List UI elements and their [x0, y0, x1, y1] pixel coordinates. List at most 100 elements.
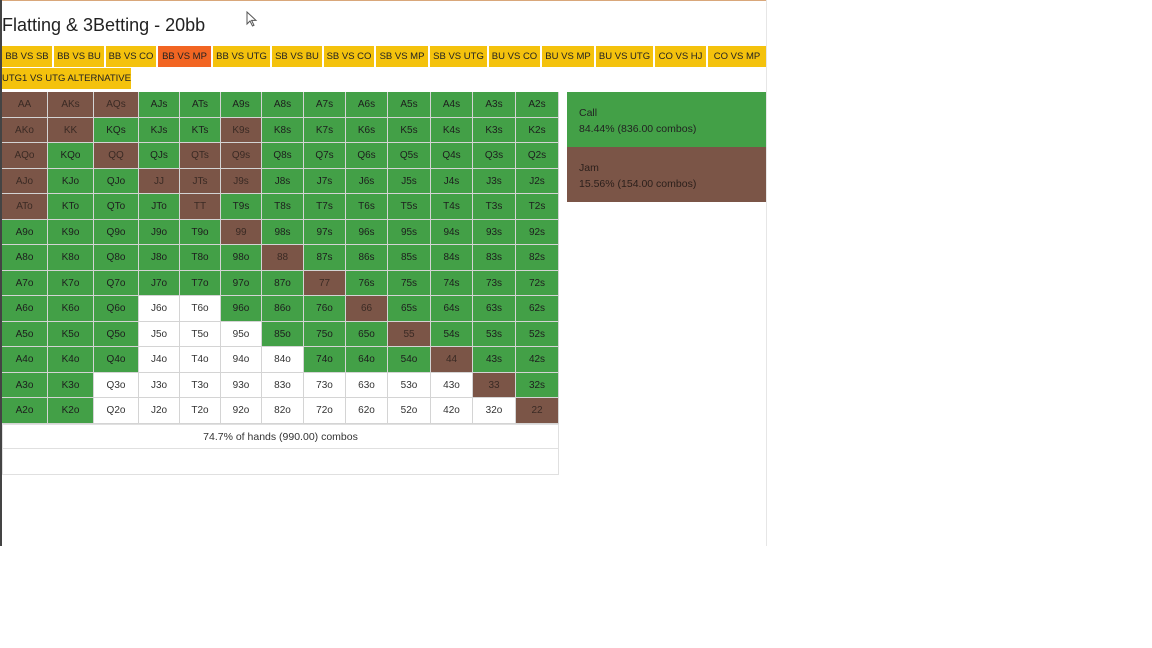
hand-cell[interactable]: Q5s	[388, 143, 431, 169]
hand-cell[interactable]: 86o	[262, 296, 304, 322]
hand-cell[interactable]: T2s	[516, 194, 559, 220]
hand-cell[interactable]: A3s	[473, 92, 516, 118]
hand-cell[interactable]: KJs	[139, 117, 180, 143]
tab-co-vs-hj[interactable]: CO VS HJ	[655, 46, 706, 67]
hand-cell[interactable]: 92o	[221, 398, 262, 424]
hand-cell[interactable]: 22	[516, 398, 559, 424]
tab-sb-vs-co[interactable]: SB VS CO	[324, 46, 374, 67]
hand-cell[interactable]: TT	[180, 194, 221, 220]
hand-cell[interactable]: 54o	[388, 347, 431, 373]
hand-cell[interactable]: K4o	[48, 347, 94, 373]
hand-cell[interactable]: 72o	[304, 398, 346, 424]
tab-sb-vs-utg[interactable]: SB VS UTG	[430, 46, 487, 67]
hand-cell[interactable]: T5o	[180, 321, 221, 347]
hand-cell[interactable]: J9s	[221, 168, 262, 194]
tab-bb-vs-sb[interactable]: BB VS SB	[2, 46, 52, 67]
hand-cell[interactable]: K9s	[221, 117, 262, 143]
hand-cell[interactable]: T5s	[388, 194, 431, 220]
hand-cell[interactable]: AKs	[48, 92, 94, 118]
hand-cell[interactable]: 85s	[388, 245, 431, 271]
hand-cell[interactable]: 86s	[346, 245, 388, 271]
hand-cell[interactable]: Q4o	[94, 347, 139, 373]
hand-cell[interactable]: 74s	[431, 270, 473, 296]
hand-cell[interactable]: Q6s	[346, 143, 388, 169]
hand-cell[interactable]: T6o	[180, 296, 221, 322]
hand-cell[interactable]: 66	[346, 296, 388, 322]
hand-cell[interactable]: 63s	[473, 296, 516, 322]
hand-cell[interactable]: 98o	[221, 245, 262, 271]
hand-cell[interactable]: 83o	[262, 372, 304, 398]
hand-cell[interactable]: QJo	[94, 168, 139, 194]
hand-cell[interactable]: 32o	[473, 398, 516, 424]
hand-cell[interactable]: 65s	[388, 296, 431, 322]
hand-cell[interactable]: KK	[48, 117, 94, 143]
hand-cell[interactable]: T4o	[180, 347, 221, 373]
hand-cell[interactable]: JTs	[180, 168, 221, 194]
hand-cell[interactable]: KQo	[48, 143, 94, 169]
hand-cell[interactable]: 97o	[221, 270, 262, 296]
hand-cell[interactable]: 43o	[431, 372, 473, 398]
hand-cell[interactable]: T2o	[180, 398, 221, 424]
hand-cell[interactable]: AJs	[139, 92, 180, 118]
hand-cell[interactable]: J4s	[431, 168, 473, 194]
hand-cell[interactable]: QJs	[139, 143, 180, 169]
hand-cell[interactable]: Q3s	[473, 143, 516, 169]
hand-cell[interactable]: A5s	[388, 92, 431, 118]
tab-bb-vs-co[interactable]: BB VS CO	[106, 46, 156, 67]
hand-cell[interactable]: A7s	[304, 92, 346, 118]
hand-cell[interactable]: Q4s	[431, 143, 473, 169]
hand-cell[interactable]: T3o	[180, 372, 221, 398]
hand-cell[interactable]: A2o	[2, 398, 48, 424]
hand-cell[interactable]: 87o	[262, 270, 304, 296]
hand-cell[interactable]: J7s	[304, 168, 346, 194]
hand-cell[interactable]: 76o	[304, 296, 346, 322]
hand-cell[interactable]: J8o	[139, 245, 180, 271]
hand-cell[interactable]: AQo	[2, 143, 48, 169]
hand-cell[interactable]: 52s	[516, 321, 559, 347]
hand-cell[interactable]: 96s	[346, 219, 388, 245]
hand-cell[interactable]: J2s	[516, 168, 559, 194]
hand-cell[interactable]: K3o	[48, 372, 94, 398]
hand-cell[interactable]: 44	[431, 347, 473, 373]
hand-cell[interactable]: K7s	[304, 117, 346, 143]
hand-cell[interactable]: 54s	[431, 321, 473, 347]
hand-cell[interactable]: Q7s	[304, 143, 346, 169]
hand-cell[interactable]: Q9s	[221, 143, 262, 169]
hand-cell[interactable]: A5o	[2, 321, 48, 347]
hand-cell[interactable]: 75o	[304, 321, 346, 347]
hand-cell[interactable]: 93o	[221, 372, 262, 398]
hand-cell[interactable]: K8o	[48, 245, 94, 271]
hand-cell[interactable]: Q8s	[262, 143, 304, 169]
hand-cell[interactable]: 64s	[431, 296, 473, 322]
hand-cell[interactable]: T3s	[473, 194, 516, 220]
hand-cell[interactable]: A4o	[2, 347, 48, 373]
hand-cell[interactable]: J9o	[139, 219, 180, 245]
hand-cell[interactable]: A6o	[2, 296, 48, 322]
hand-cell[interactable]: JJ	[139, 168, 180, 194]
hand-cell[interactable]: K7o	[48, 270, 94, 296]
hand-cell[interactable]: K3s	[473, 117, 516, 143]
hand-cell[interactable]: A7o	[2, 270, 48, 296]
hand-cell[interactable]: A8o	[2, 245, 48, 271]
hand-cell[interactable]: 64o	[346, 347, 388, 373]
hand-cell[interactable]: 62o	[346, 398, 388, 424]
hand-cell[interactable]: K2s	[516, 117, 559, 143]
hand-cell[interactable]: K2o	[48, 398, 94, 424]
hand-cell[interactable]: 53o	[388, 372, 431, 398]
hand-cell[interactable]: QTo	[94, 194, 139, 220]
hand-cell[interactable]: J5s	[388, 168, 431, 194]
tab-co-vs-mp[interactable]: CO VS MP	[708, 46, 766, 67]
hand-cell[interactable]: 77	[304, 270, 346, 296]
hand-cell[interactable]: K6o	[48, 296, 94, 322]
hand-cell[interactable]: T7s	[304, 194, 346, 220]
hand-cell[interactable]: 53s	[473, 321, 516, 347]
hand-cell[interactable]: Q7o	[94, 270, 139, 296]
hand-cell[interactable]: KTs	[180, 117, 221, 143]
tab-utg1-vs-utg-alternative[interactable]: UTG1 VS UTG ALTERNATIVE	[2, 68, 131, 89]
hand-cell[interactable]: AA	[2, 92, 48, 118]
hand-cell[interactable]: J3s	[473, 168, 516, 194]
hand-cell[interactable]: Q5o	[94, 321, 139, 347]
hand-cell[interactable]: 98s	[262, 219, 304, 245]
tab-bu-vs-utg[interactable]: BU VS UTG	[596, 46, 653, 67]
hand-cell[interactable]: Q8o	[94, 245, 139, 271]
